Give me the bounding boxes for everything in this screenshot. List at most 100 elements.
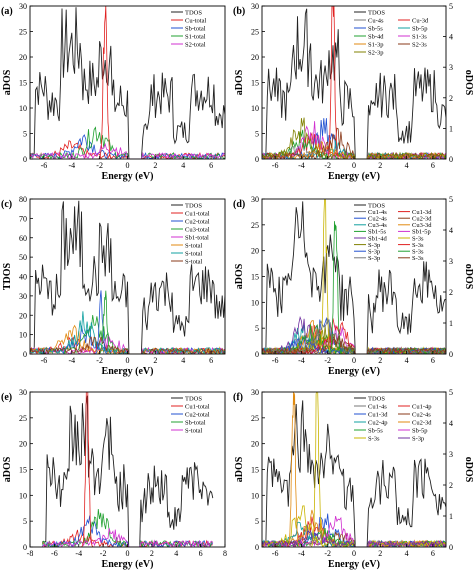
y-tick-label-a-0: 0	[23, 155, 27, 164]
x-tick-label-b-4: 2	[378, 161, 382, 170]
legend-entry-c-4: Sb1-total	[185, 234, 209, 241]
x-axis-label-e: Energy (eV)	[102, 559, 154, 570]
legend-entry-a-1: Cu-total	[185, 17, 206, 24]
legend-c: TDOSCu1-totalCu2-totalCu3-totalSb1-total…	[171, 202, 210, 265]
panel-label-b: (b)	[233, 6, 245, 17]
y-axis-label-d: aDOS	[234, 263, 245, 289]
legend-entry-f-7: Sb-5s	[368, 427, 383, 434]
x-tick-label-c-6: 6	[209, 356, 213, 365]
chart-panel-a: -6 -4 -2 0 2 4 6 0 5 10 15 20 25 30 Energy (eV) aDOS (a)…	[1, 2, 226, 182]
series-line-e-0	[42, 395, 214, 547]
x-tick-label-e-3: -2	[100, 549, 107, 558]
legend-entry-a-3: S1-total	[185, 33, 206, 40]
y-tick-label-e-4: 20	[19, 440, 27, 449]
y-tick-label-e-3: 15	[19, 466, 27, 475]
x-tick-label-e-4: 0	[126, 549, 130, 558]
x-axis-label-d: Energy (eV)	[328, 366, 380, 377]
y-axis-label-c: TDOS	[2, 262, 13, 290]
x-tick-label-a-6: 6	[209, 161, 213, 170]
y-tick-label-c-7: 70	[19, 214, 27, 223]
y-right-tick-label-d-0: 0	[449, 350, 453, 359]
x-tick-label-b-3: 0	[352, 161, 356, 170]
panel-label-f: (f)	[233, 392, 243, 403]
legend-entry-d-4: Cu2-3d	[412, 216, 432, 223]
y-right-tick-label-b-0: 0	[449, 155, 453, 164]
x-tick-label-d-1: -4	[298, 356, 305, 365]
series-line-f-11	[285, 392, 302, 547]
y-right-tick-label-d-1: 1	[449, 319, 453, 328]
y-right-tick-label-f-3: 3	[449, 450, 453, 459]
x-tick-label-a-1: -4	[68, 161, 75, 170]
y-tick-label-c-8: 80	[19, 195, 27, 204]
series-line-a-0	[30, 7, 225, 159]
legend-entry-d-12: S-3s	[412, 242, 424, 249]
y-tick-label-c-2: 20	[19, 311, 27, 320]
x-tick-label-d-6: 6	[431, 356, 435, 365]
y-right-tick-label-b-5: 5	[449, 2, 453, 11]
y-tick-label-c-6: 60	[19, 234, 27, 243]
legend-entry-b-4: Sb-5p	[412, 25, 428, 32]
y-tick-label-d-0: 0	[255, 350, 259, 359]
y-tick-label-a-2: 10	[19, 104, 27, 113]
x-tick-label-e-1: -6	[51, 549, 58, 558]
legend-entry-f-3: Cu1-3d	[368, 411, 388, 418]
y-tick-label-b-4: 20	[251, 53, 259, 62]
legend-entry-f-9: S-3s	[368, 435, 380, 442]
y-right-tick-label-b-3: 3	[449, 63, 453, 72]
y-tick-label-a-5: 25	[19, 28, 27, 37]
x-tick-label-d-5: 4	[405, 356, 409, 365]
series-line-c-7	[30, 336, 225, 354]
legend-entry-b-2: Cu-3d	[412, 17, 429, 24]
x-tick-label-a-3: 0	[126, 161, 130, 170]
x-tick-label-e-2: -4	[75, 549, 82, 558]
legend-entry-f-4: Cu2-4s	[412, 411, 431, 418]
x-tick-label-e-8: 8	[223, 549, 227, 558]
x-tick-label-f-5: 4	[405, 549, 409, 558]
y-right-tick-label-d-2: 2	[449, 288, 453, 297]
x-tick-label-d-3: 0	[352, 356, 356, 365]
x-tick-label-c-5: 4	[181, 356, 185, 365]
y-right-tick-label-d-5: 5	[449, 195, 453, 204]
legend-entry-c-7: S-total	[185, 258, 203, 265]
series-line-e-4	[41, 528, 214, 547]
x-tick-label-c-1: -4	[68, 356, 75, 365]
series-line-c-0	[30, 200, 225, 354]
legend-entry-a-2: Sb-total	[185, 25, 206, 32]
series-line-f-10	[262, 528, 446, 547]
y-right-tick-label-d-4: 4	[449, 226, 453, 235]
y-tick-label-f-2: 10	[251, 491, 259, 500]
series-line-d-14	[262, 324, 446, 354]
y-tick-label-c-3: 30	[19, 292, 27, 301]
legend-entry-d-1: Cu1-4s	[368, 209, 387, 216]
x-tick-label-a-4: 2	[153, 161, 157, 170]
x-axis-label-b: Energy (eV)	[328, 171, 380, 182]
x-tick-label-f-4: 2	[378, 549, 382, 558]
x-axis-label-a: Energy (eV)	[102, 171, 154, 182]
x-tick-label-b-0: -6	[272, 161, 279, 170]
legend-entry-d-8: Sb1-5p	[412, 229, 431, 236]
y-right-tick-label-b-4: 4	[449, 33, 453, 42]
y-tick-label-c-1: 10	[19, 331, 27, 340]
y-axis-label-f: aDOS	[234, 456, 245, 482]
legend-entry-b-1: Cu-4s	[368, 17, 384, 24]
x-tick-label-e-6: 4	[174, 549, 178, 558]
y-tick-label-b-0: 0	[255, 155, 259, 164]
series-line-d-0	[262, 201, 446, 354]
legend-entry-d-9: Sb1-4d	[368, 235, 388, 242]
y-tick-label-b-3: 15	[251, 79, 259, 88]
y-tick-label-a-1: 5	[23, 130, 27, 139]
series-line-e-2	[41, 515, 214, 547]
series-line-b-9	[262, 117, 446, 159]
x-tick-label-a-2: -2	[96, 161, 103, 170]
y-tick-label-b-6: 30	[251, 2, 259, 11]
x-tick-label-d-4: 2	[378, 356, 382, 365]
legend-entry-c-6: S-total	[185, 250, 203, 257]
legend-entry-b-9: S2-3p	[368, 49, 384, 56]
y-right-tick-label-b-2: 2	[449, 94, 453, 103]
y-tick-label-d-5: 25	[251, 221, 259, 230]
panel-label-e: (e)	[1, 392, 12, 403]
chart-panel-f: -6 -4 -2 0 2 4 6 0 5 10 15 20 25 30 0 1 2 3 4 5 Energy (eV) a…	[233, 388, 474, 570]
x-tick-label-b-6: 6	[431, 161, 435, 170]
legend-entry-c-0: TDOS	[185, 202, 202, 209]
